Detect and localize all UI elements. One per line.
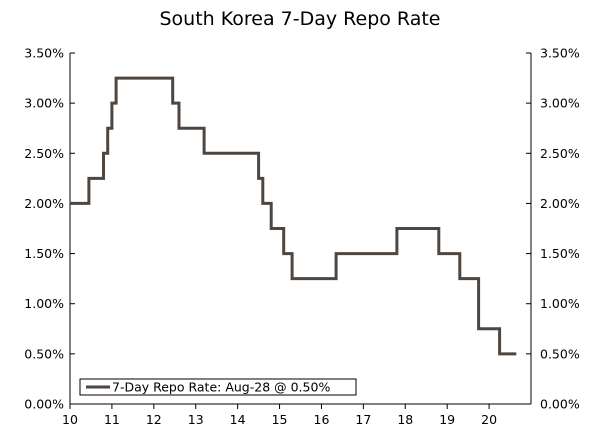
y-tick-label-left: 0.00% xyxy=(24,397,64,412)
y-tick-label-left: 1.50% xyxy=(24,246,64,261)
y-axis-left: 0.00% 0.50% 1.00% 1.50% 2.00% 2.50% 3.00% 3.50% xyxy=(24,46,75,412)
y-tick-label-right: 1.00% xyxy=(540,296,580,311)
series-layer xyxy=(70,76,517,356)
y-tick-label-left: 2.50% xyxy=(24,146,64,161)
y-tick-label-right: 3.00% xyxy=(540,96,580,111)
x-tick-label: 14 xyxy=(230,412,246,427)
y-tick-label-left: 2.00% xyxy=(24,196,64,211)
chart-title: South Korea 7-Day Repo Rate xyxy=(160,8,441,30)
legend-box xyxy=(79,378,357,396)
x-tick-label: 17 xyxy=(355,412,371,427)
y-tick-label-right: 3.50% xyxy=(540,46,580,61)
y-axis-right: 0.00% 0.50% 1.00% 1.50% 2.00% 2.50% 3.00% 3.50% xyxy=(526,46,580,412)
x-tick-label: 16 xyxy=(314,412,330,427)
legend: 7-Day Repo Rate: Aug-28 @ 0.50% xyxy=(79,378,357,396)
plot-axes xyxy=(69,53,532,405)
y-tick-label-right: 2.50% xyxy=(540,146,580,161)
y-tick-label-right: 0.50% xyxy=(540,346,580,361)
y-tick-label-right: 1.50% xyxy=(540,246,580,261)
y-tick-label-right: 0.00% xyxy=(540,397,580,412)
y-tick-label-left: 0.50% xyxy=(24,346,64,361)
x-tick-label: 13 xyxy=(188,412,204,427)
y-tick-label-left: 3.50% xyxy=(24,46,64,61)
y-tick-label-left: 3.00% xyxy=(24,96,64,111)
x-tick-label: 20 xyxy=(481,412,497,427)
x-tick-label: 12 xyxy=(146,412,162,427)
x-tick-label: 15 xyxy=(272,412,288,427)
y-tick-label-left: 1.00% xyxy=(24,296,64,311)
series-line-repo-rate xyxy=(70,76,517,356)
x-tick-label: 11 xyxy=(104,412,120,427)
x-tick-label: 10 xyxy=(62,412,78,427)
legend-label: 7-Day Repo Rate: Aug-28 @ 0.50% xyxy=(112,380,330,395)
x-tick-label: 19 xyxy=(439,412,455,427)
x-axis: 10 11 12 13 14 15 16 17 18 19 20 xyxy=(62,404,497,427)
y-tick-label-right: 2.00% xyxy=(540,196,580,211)
x-tick-label: 18 xyxy=(397,412,413,427)
